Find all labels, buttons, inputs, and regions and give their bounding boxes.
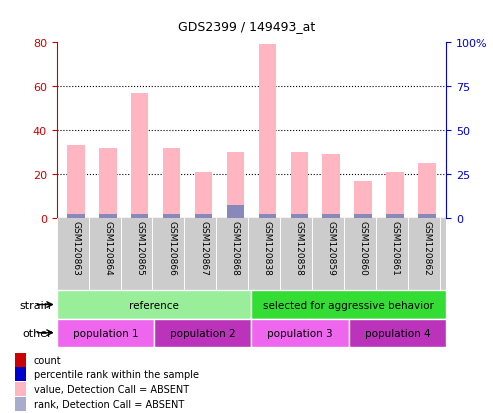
Bar: [131, 214, 148, 218]
Text: reference: reference: [129, 300, 179, 310]
Text: GSM120858: GSM120858: [295, 221, 304, 275]
Text: GSM120864: GSM120864: [103, 221, 112, 275]
Bar: [354, 181, 372, 218]
Text: GSM120868: GSM120868: [231, 221, 240, 275]
Bar: [290, 153, 308, 218]
Bar: [227, 153, 244, 218]
Text: GSM120866: GSM120866: [167, 221, 176, 275]
Bar: [418, 214, 436, 218]
Text: GSM120865: GSM120865: [135, 221, 144, 275]
Bar: [322, 214, 340, 218]
Bar: [67, 214, 85, 218]
Bar: [163, 214, 180, 218]
Bar: [387, 214, 404, 218]
Bar: [57, 319, 154, 347]
Text: percentile rank within the sample: percentile rank within the sample: [34, 370, 199, 380]
Bar: [15, 382, 27, 396]
Text: other: other: [22, 328, 52, 338]
Text: count: count: [34, 355, 61, 365]
Bar: [57, 291, 251, 319]
Bar: [195, 214, 212, 218]
Text: population 4: population 4: [365, 328, 430, 338]
Bar: [251, 291, 446, 319]
Bar: [354, 214, 372, 218]
Bar: [227, 205, 244, 218]
Text: GDS2399 / 149493_at: GDS2399 / 149493_at: [178, 20, 315, 33]
Text: GSM120863: GSM120863: [71, 221, 80, 275]
Text: population 1: population 1: [72, 328, 138, 338]
Bar: [290, 214, 308, 218]
Bar: [67, 146, 85, 218]
Bar: [251, 319, 349, 347]
Text: population 3: population 3: [267, 328, 333, 338]
Bar: [259, 45, 276, 218]
Text: rank, Detection Call = ABSENT: rank, Detection Call = ABSENT: [34, 399, 184, 409]
Text: GSM120860: GSM120860: [359, 221, 368, 275]
Bar: [131, 93, 148, 218]
Bar: [99, 214, 116, 218]
Bar: [349, 319, 446, 347]
Text: GSM120867: GSM120867: [199, 221, 208, 275]
Text: GSM120861: GSM120861: [390, 221, 400, 275]
Text: GSM120859: GSM120859: [327, 221, 336, 275]
Bar: [15, 397, 27, 411]
Text: selected for aggressive behavior: selected for aggressive behavior: [263, 300, 434, 310]
Text: value, Detection Call = ABSENT: value, Detection Call = ABSENT: [34, 384, 189, 394]
Bar: [322, 155, 340, 218]
Text: strain: strain: [20, 300, 52, 310]
Bar: [99, 148, 116, 218]
Text: GSM120862: GSM120862: [423, 221, 431, 275]
Bar: [195, 172, 212, 218]
Bar: [15, 353, 27, 367]
Text: population 2: population 2: [170, 328, 236, 338]
Bar: [259, 214, 276, 218]
Bar: [163, 148, 180, 218]
Bar: [387, 172, 404, 218]
Bar: [15, 368, 27, 382]
Text: GSM120838: GSM120838: [263, 221, 272, 275]
Bar: [418, 164, 436, 218]
Bar: [154, 319, 251, 347]
